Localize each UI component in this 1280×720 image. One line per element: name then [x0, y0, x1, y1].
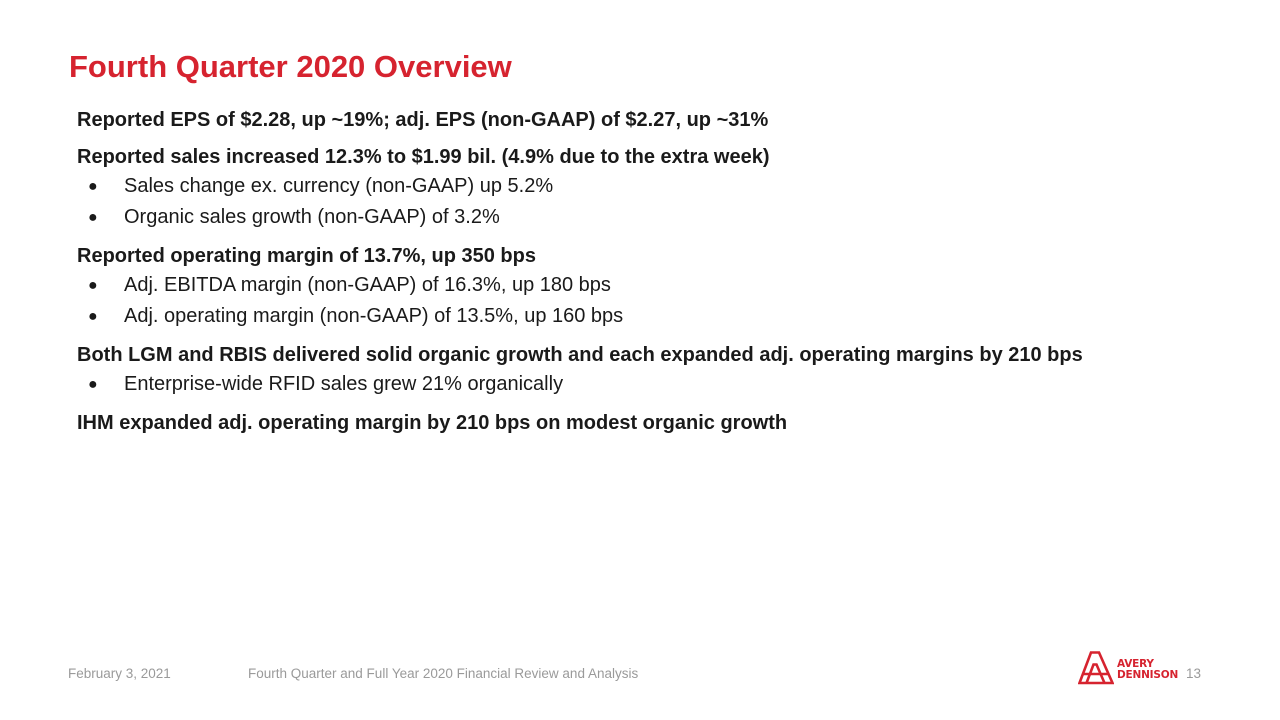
bullet-item: ● Adj. operating margin (non-GAAP) of 13… [77, 301, 1217, 332]
logo-wordmark: AVERY DENNISON [1117, 659, 1178, 681]
section-heading: Reported sales increased 12.3% to $1.99 … [77, 146, 770, 168]
bullet-item: ● Sales change ex. currency (non-GAAP) u… [77, 171, 1217, 202]
bullet-dot-icon: ● [88, 178, 98, 195]
logo-line-2: DENNISON [1117, 669, 1179, 681]
bullet-text: Enterprise-wide RFID sales grew 21% orga… [124, 373, 564, 395]
bullet-list: ● Sales change ex. currency (non-GAAP) u… [77, 171, 1217, 233]
overview-section-sales: Reported sales increased 12.3% to $1.99 … [77, 143, 1217, 233]
bullet-list: ● Adj. EBITDA margin (non-GAAP) of 16.3%… [77, 270, 1217, 332]
bullet-dot-icon: ● [88, 308, 98, 325]
bullet-text: Adj. EBITDA margin (non-GAAP) of 16.3%, … [124, 274, 611, 296]
overview-section-ihm: IHM expanded adj. operating margin by 21… [77, 409, 1217, 437]
bullet-text: Adj. operating margin (non-GAAP) of 13.5… [124, 305, 624, 327]
section-heading: Reported EPS of $2.28, up ~19%; adj. EPS… [77, 109, 769, 131]
section-heading: Both LGM and RBIS delivered solid organi… [77, 344, 1083, 366]
logo-line-1: AVERY [1117, 658, 1154, 670]
avery-dennison-monogram-icon [1077, 651, 1115, 685]
avery-dennison-logo: AVERY DENNISON [1077, 650, 1184, 686]
bullet-text: Organic sales growth (non-GAAP) of 3.2% [124, 206, 500, 228]
bullet-list: ● Enterprise-wide RFID sales grew 21% or… [77, 369, 1217, 400]
bullet-dot-icon: ● [88, 209, 98, 226]
section-heading: IHM expanded adj. operating margin by 21… [77, 412, 788, 434]
page-number: 13 [1186, 666, 1202, 681]
bullet-item: ● Adj. EBITDA margin (non-GAAP) of 16.3%… [77, 270, 1217, 301]
bullet-item: ● Organic sales growth (non-GAAP) of 3.2… [77, 202, 1217, 233]
bullet-item: ● Enterprise-wide RFID sales grew 21% or… [77, 369, 1217, 400]
bullet-dot-icon: ● [88, 277, 98, 294]
section-heading: Reported operating margin of 13.7%, up 3… [77, 245, 536, 267]
footer-deck-title: Fourth Quarter and Full Year 2020 Financ… [248, 666, 639, 681]
overview-section-segments: Both LGM and RBIS delivered solid organi… [77, 341, 1217, 400]
slide-title: Fourth Quarter 2020 Overview [69, 49, 512, 84]
overview-section-margin: Reported operating margin of 13.7%, up 3… [77, 242, 1217, 332]
overview-content: Reported EPS of $2.28, up ~19%; adj. EPS… [77, 106, 1217, 446]
overview-section-eps: Reported EPS of $2.28, up ~19%; adj. EPS… [77, 106, 1217, 134]
bullet-dot-icon: ● [88, 376, 98, 393]
footer-date: February 3, 2021 [68, 666, 171, 681]
bullet-text: Sales change ex. currency (non-GAAP) up … [124, 175, 554, 197]
